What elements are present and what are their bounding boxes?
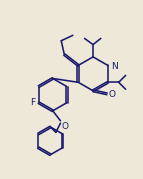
- Text: O: O: [109, 90, 116, 99]
- Text: O: O: [61, 122, 68, 130]
- Text: N: N: [111, 62, 118, 71]
- Text: F: F: [30, 98, 35, 107]
